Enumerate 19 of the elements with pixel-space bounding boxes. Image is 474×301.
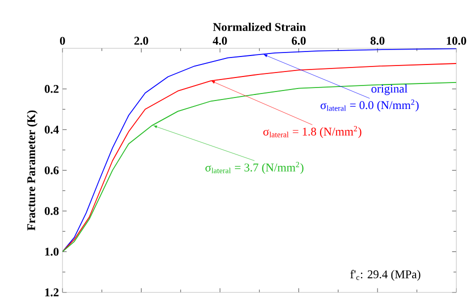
x-axis-title: Normalized Strain [213,22,306,31]
x-tick-label: 6.0 [292,36,306,45]
annotation: f'$_{c}$: 29.4 (MPa) [350,270,420,281]
x-tick-label: 4.0 [212,36,227,45]
annotation: original [371,84,408,95]
x-tick-label: 10.0 [446,36,466,45]
annotation: σ$_{lateral}$ = 0.0 (N/mm$^{2}$) [320,99,419,112]
annotation: σ$_{lateral}$ = 1.8 (N/mm$^{2}$) [263,126,362,138]
y-axis-title: Fracture Parameter (K) [26,110,38,230]
x-tick-label: 8.0 [370,36,384,45]
annotation: σ$_{lateral}$ = 3.7 (N/mm$^{2}$) [205,162,304,174]
x-tick-label: 2.0 [134,36,148,45]
y-tick-label: 1.2 [45,288,59,296]
x-tick-label: 0 [60,36,65,45]
y-tick-label: 1.0 [45,248,59,256]
y-tick-label: 0.6 [44,166,59,174]
y-tick-label: 0.8 [44,206,59,215]
y-tick-label: 0.2 [44,84,59,93]
y-tick-label: 0.4 [44,126,59,134]
